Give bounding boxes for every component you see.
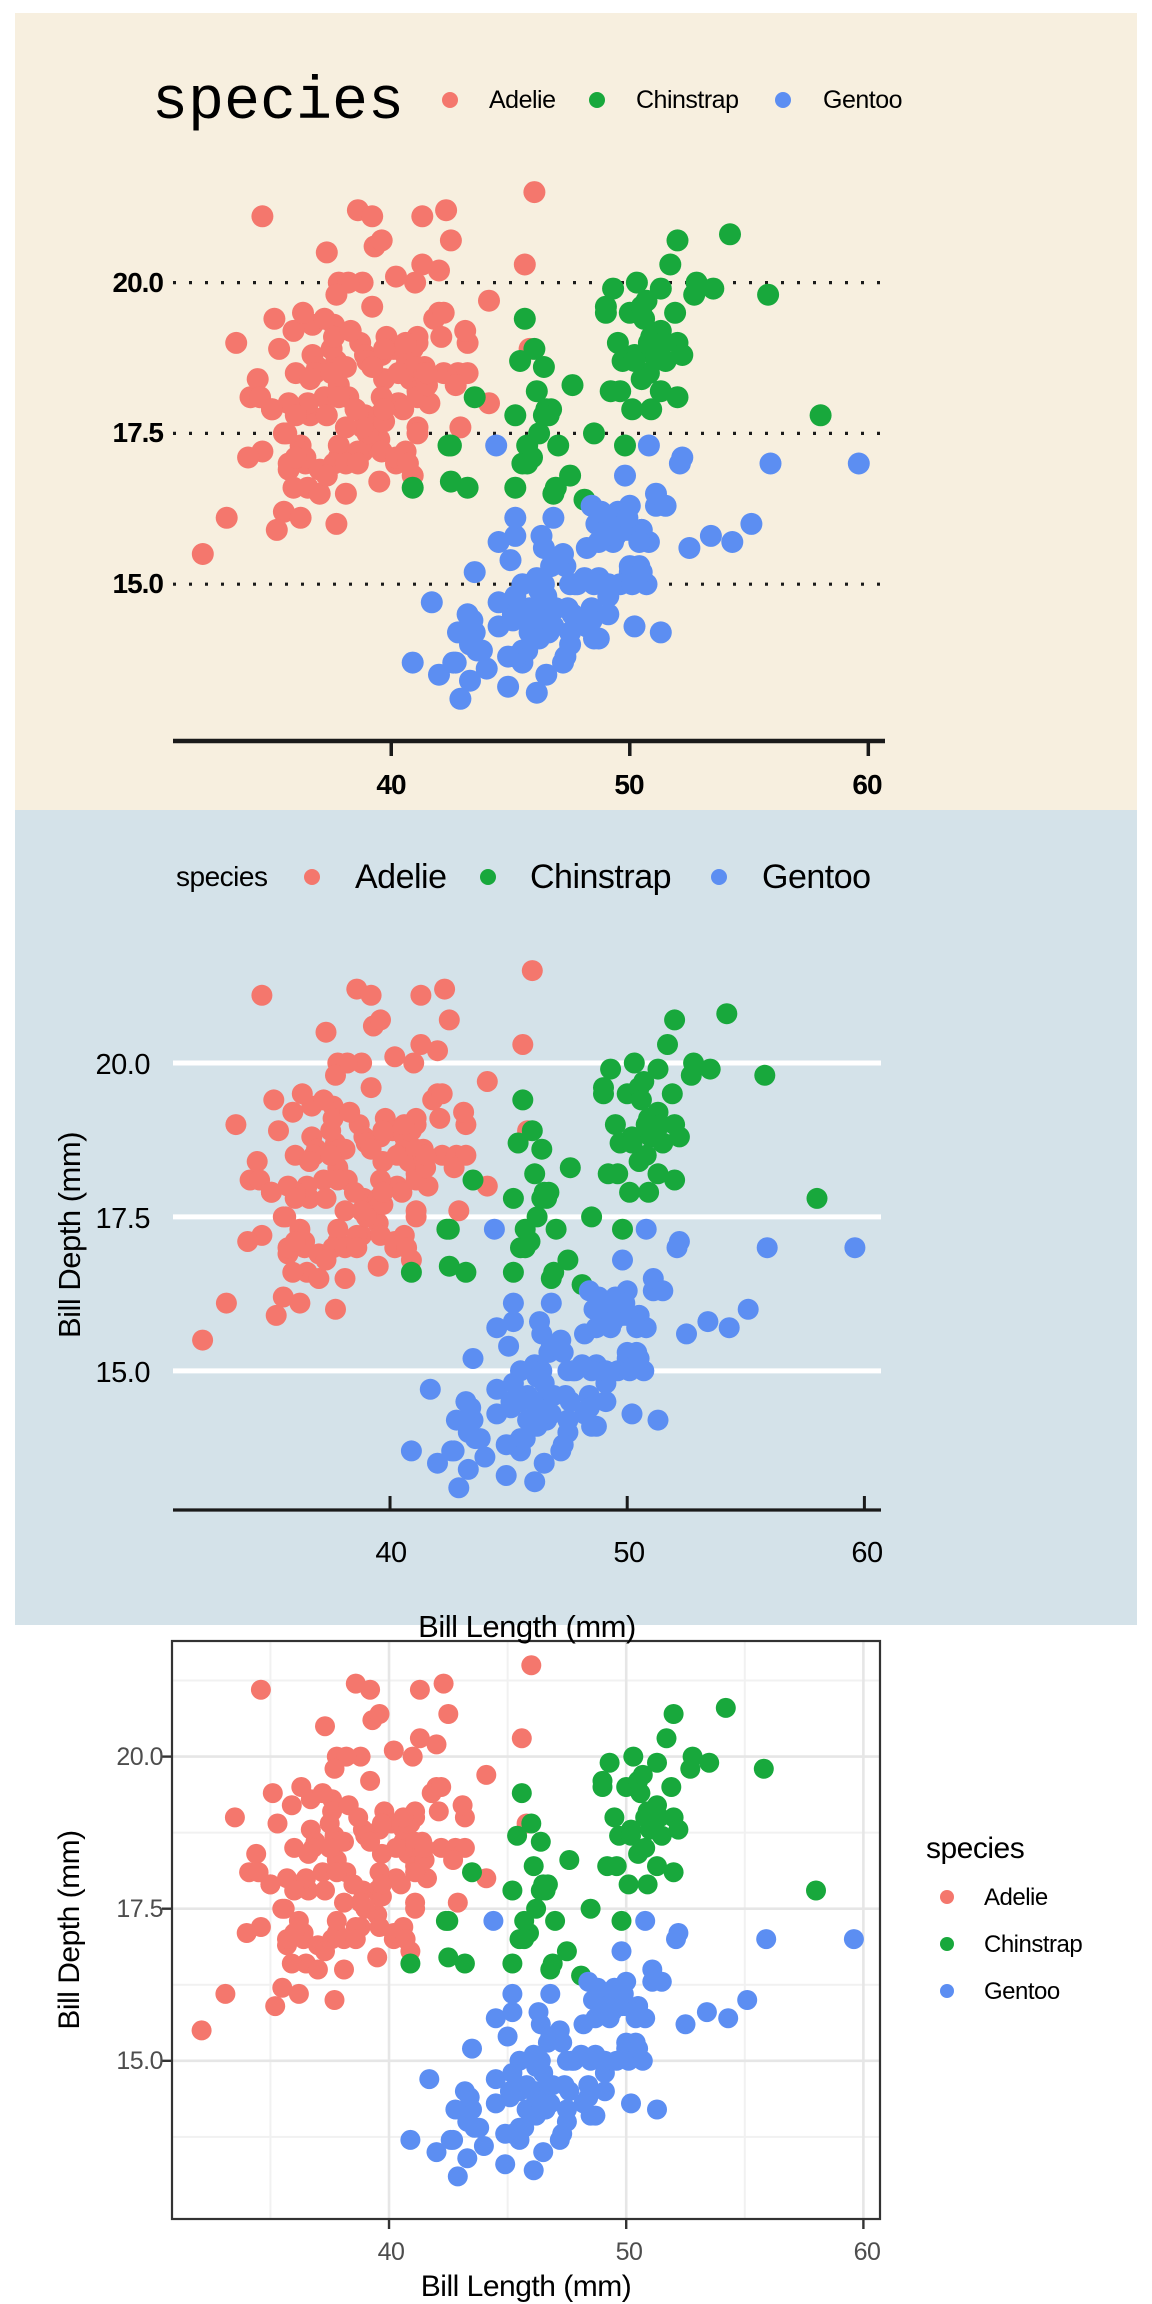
y-tick-label: 15.0: [95, 1357, 151, 1389]
y-tick-label: 15.0: [116, 2047, 163, 2075]
y-tick-label: 15.0: [112, 568, 165, 599]
y-tick-label: 17.5: [95, 1203, 151, 1235]
legend-key-adelie[interactable]: [940, 1890, 954, 1904]
y-tick-label: 17.5: [112, 417, 165, 448]
panel3-points-gentoo: [400, 1910, 864, 2187]
panel1-gridlines: [173, 281, 885, 586]
legend-label-adelie[interactable]: Adelie: [984, 1884, 1048, 1911]
panel3-axes: [162, 1639, 882, 2229]
legend-label-gentoo[interactable]: Gentoo: [823, 86, 903, 114]
legend-label-gentoo[interactable]: Gentoo: [984, 1978, 1060, 2005]
x-axis-title: Bill Length (mm): [420, 2270, 632, 2303]
panel3-points-chinstrap: [400, 1697, 826, 1986]
x-tick-label: 60: [853, 2238, 881, 2266]
y-axis-title: Bill Depth (mm): [52, 1131, 87, 1339]
legend-title: species: [176, 861, 268, 892]
panel-background-tan: [15, 13, 1137, 810]
legend-key-gentoo[interactable]: [775, 92, 791, 108]
legend-label-chinstrap[interactable]: Chinstrap: [530, 858, 672, 896]
y-tick-label: 17.5: [116, 1895, 163, 1923]
legend-label-chinstrap[interactable]: Chinstrap: [984, 1931, 1083, 1958]
panel2-points-gentoo: [400, 1218, 866, 1499]
panel3-points-adelie: [191, 1655, 542, 2041]
legend-key-chinstrap[interactable]: [480, 869, 496, 885]
legend-label-adelie[interactable]: Adelie: [489, 86, 556, 114]
y-tick-label: 20.0: [95, 1049, 151, 1081]
legend-key-chinstrap[interactable]: [589, 92, 605, 108]
x-tick-label: 60: [852, 769, 882, 800]
panel2-points-adelie: [192, 960, 543, 1351]
x-tick-label: 40: [376, 769, 406, 800]
panel1-points-gentoo: [401, 434, 870, 710]
legend-key-gentoo[interactable]: [711, 869, 727, 885]
legend-title: species: [152, 69, 405, 137]
legend-key-adelie[interactable]: [442, 92, 458, 108]
x-tick-label: 40: [375, 1537, 407, 1569]
x-tick-label: 50: [615, 2238, 643, 2266]
panel1-points-chinstrap: [401, 223, 832, 511]
panel1-axes: [173, 738, 885, 756]
legend-key-adelie[interactable]: [304, 869, 320, 885]
x-tick-label: 40: [377, 2238, 405, 2266]
panel2-points-chinstrap: [400, 1003, 828, 1296]
y-axis-title: Bill Depth (mm): [53, 1830, 86, 2030]
legend-label-chinstrap[interactable]: Chinstrap: [636, 86, 739, 114]
panel1-points-adelie: [191, 181, 546, 565]
x-tick-label: 50: [613, 1537, 645, 1569]
y-tick-label: 20.0: [112, 267, 165, 298]
x-tick-label: 60: [851, 1537, 883, 1569]
legend-label-adelie[interactable]: Adelie: [355, 858, 447, 896]
y-tick-label: 20.0: [116, 1743, 163, 1771]
legend-key-chinstrap[interactable]: [940, 1937, 954, 1951]
legend-title: species: [926, 1832, 1025, 1865]
panel2-axes: [173, 1496, 881, 1512]
legend-label-gentoo[interactable]: Gentoo: [762, 858, 871, 896]
legend-key-gentoo[interactable]: [940, 1984, 954, 1998]
x-tick-label: 50: [614, 769, 644, 800]
x-axis-title: Bill Length (mm): [418, 1609, 636, 1644]
